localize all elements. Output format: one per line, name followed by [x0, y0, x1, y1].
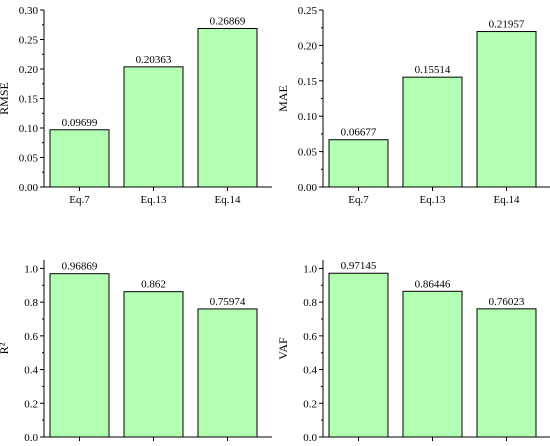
x-tick-label: Eq.13	[141, 444, 167, 446]
y-tick-label: 0.2	[303, 398, 317, 410]
data-label: 0.75974	[210, 296, 246, 308]
bar	[123, 66, 184, 188]
y-tick-label: 0.20	[298, 40, 318, 52]
bar	[476, 31, 537, 188]
bar	[476, 308, 537, 438]
x-tick-label: Eq.7	[348, 194, 369, 206]
x-tick-label: Eq.7	[69, 194, 90, 206]
y-tick-label: 0.8	[24, 297, 38, 309]
chart-panel: 0.00 0.05 0.10 0.15 0.20 0.25 MAE 0.06677 Eq.7 0.…	[276, 5, 550, 206]
bar	[402, 76, 463, 188]
y-tick-label: 0.00	[298, 182, 318, 194]
x-tick-label: Eq.7	[348, 444, 369, 446]
y-tick-label: 0.8	[303, 297, 317, 309]
bar	[197, 308, 258, 438]
y-tick-label: 0.2	[24, 398, 38, 410]
y-axis-title: VAF	[276, 337, 290, 360]
data-label: 0.15514	[415, 64, 451, 76]
y-tick-label: 0.05	[19, 153, 39, 165]
x-tick-label: Eq.14	[494, 444, 520, 446]
data-label: 0.862	[141, 279, 166, 291]
y-tick-label: 0.10	[298, 111, 318, 123]
data-label: 0.76023	[489, 296, 525, 308]
y-tick-label: 0.0	[303, 432, 317, 444]
x-tick-label: Eq.14	[215, 194, 241, 206]
data-label: 0.06677	[341, 127, 377, 139]
y-tick-label: 0.05	[298, 147, 318, 159]
data-label: 0.20363	[136, 54, 172, 66]
x-tick-label: Eq.13	[420, 444, 446, 446]
y-tick-label: 0.6	[303, 331, 317, 343]
bar	[197, 27, 258, 188]
data-label: 0.96869	[62, 261, 98, 273]
y-tick-label: 0.10	[19, 123, 39, 135]
y-tick-label: 0.6	[24, 331, 38, 343]
x-tick-label: Eq.7	[69, 444, 90, 446]
y-tick-label: 0.15	[298, 76, 318, 88]
y-tick-label: 0.00	[19, 182, 39, 194]
x-tick-label: Eq.14	[494, 194, 520, 206]
data-label: 0.97145	[341, 260, 377, 272]
data-label: 0.26869	[210, 15, 246, 27]
y-tick-label: 1.0	[303, 263, 317, 275]
bar	[328, 272, 389, 438]
x-tick-label: Eq.13	[420, 194, 446, 206]
bar	[49, 273, 110, 438]
y-tick-label: 0.15	[19, 94, 39, 106]
y-tick-label: 0.30	[19, 5, 39, 17]
y-tick-label: 0.4	[24, 365, 38, 377]
y-tick-label: 0.4	[303, 365, 317, 377]
y-tick-label: 0.0	[24, 432, 38, 444]
data-label: 0.09699	[62, 117, 98, 129]
y-axis-title: MAE	[276, 85, 290, 112]
y-tick-label: 0.25	[19, 35, 39, 47]
y-tick-label: 1.0	[24, 263, 38, 275]
x-tick-label: Eq.14	[215, 444, 241, 446]
bar	[49, 129, 110, 188]
bar	[123, 291, 184, 438]
bar	[402, 290, 463, 438]
y-tick-label: 0.25	[298, 5, 318, 17]
x-tick-label: Eq.13	[141, 194, 167, 206]
data-label: 0.21957	[489, 19, 525, 31]
y-axis-title: RMSE	[0, 82, 11, 115]
chart-panel: 0.00 0.05 0.10 0.15 0.20 0.25 0.30 RMSE 0.09699 E…	[0, 5, 272, 206]
y-tick-label: 0.20	[19, 64, 39, 76]
y-axis-title: R²	[0, 342, 11, 354]
bar	[328, 139, 389, 188]
chart-panel: 0.0 0.2 0.4 0.6 0.8 1.0 R² 0.96869 Eq.7 0.862 Eq.1…	[0, 260, 272, 446]
chart-panel: 0.0 0.2 0.4 0.6 0.8 1.0 VAF 0.97145 Eq.7 0.86446 E…	[276, 260, 550, 446]
data-label: 0.86446	[415, 278, 451, 290]
